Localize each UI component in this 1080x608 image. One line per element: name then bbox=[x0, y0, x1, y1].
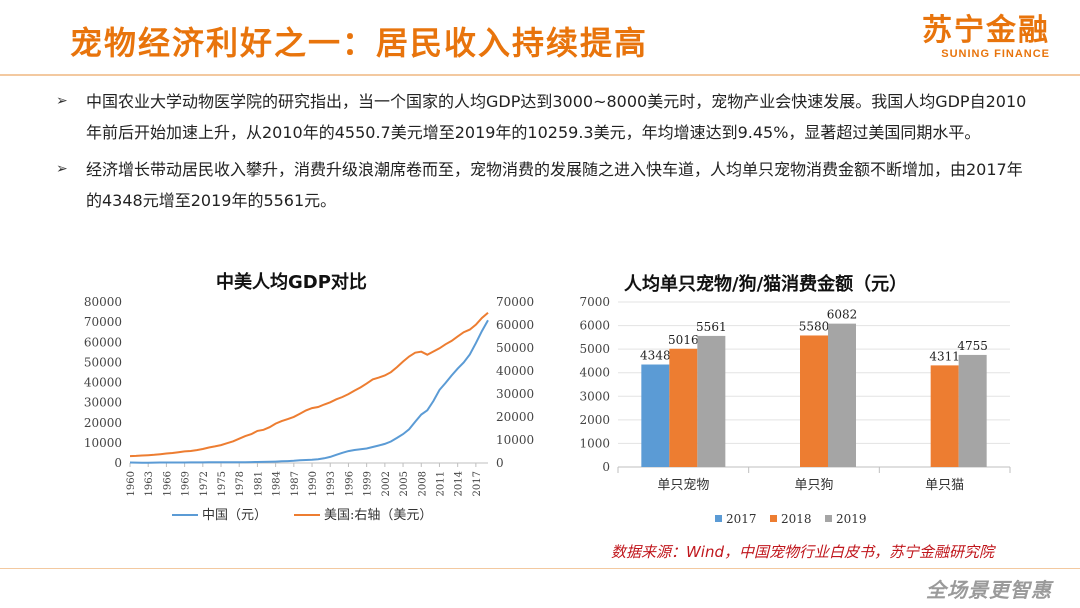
y-right-tick-label: 20000 bbox=[496, 410, 534, 424]
bullet-arrow-icon: ➢ bbox=[56, 161, 68, 177]
x-tick-label: 1990 bbox=[308, 471, 319, 496]
legend-swatch bbox=[770, 515, 777, 522]
bar-value-label: 4755 bbox=[957, 339, 988, 353]
brand-logo: 苏宁金融 SUNING FINANCE bbox=[922, 13, 1050, 61]
bullet-list: ➢ 中国农业大学动物医学院的研究指出，当一个国家的人均GDP达到3000~800… bbox=[48, 86, 1038, 222]
bar-value-label: 6082 bbox=[827, 308, 858, 322]
y-left-tick-label: 60000 bbox=[84, 335, 122, 349]
x-tick-label: 1963 bbox=[144, 471, 155, 496]
y-right-tick-label: 50000 bbox=[496, 341, 534, 355]
y-right-tick-label: 70000 bbox=[496, 295, 534, 309]
y-left-tick-label: 50000 bbox=[84, 355, 122, 369]
y-tick-label: 2000 bbox=[579, 413, 610, 427]
x-tick-label: 1960 bbox=[126, 471, 137, 496]
category-label: 单只猫 bbox=[925, 478, 964, 493]
bullet-text: 经济增长带动居民收入攀升，消费升级浪潮席卷而至，宠物消费的发展随之进入快车道，人… bbox=[86, 160, 1023, 210]
legend-swatch bbox=[715, 515, 722, 522]
legend-label: 美国:右轴（美元） bbox=[324, 508, 432, 523]
data-source-note: 数据来源：Wind，中国宠物行业白皮书，苏宁金融研究院 bbox=[610, 543, 994, 561]
y-left-tick-label: 10000 bbox=[84, 436, 122, 450]
bar bbox=[828, 323, 856, 467]
bar bbox=[641, 364, 670, 467]
y-tick-label: 7000 bbox=[579, 295, 610, 309]
us-gdp-line bbox=[129, 312, 489, 458]
bar-value-label: 5561 bbox=[696, 320, 727, 334]
x-tick-label: 1996 bbox=[344, 471, 355, 496]
x-tick-label: 2005 bbox=[399, 471, 410, 496]
y-tick-label: 3000 bbox=[579, 389, 610, 403]
y-left-tick-label: 0 bbox=[114, 456, 122, 470]
x-tick-label: 2002 bbox=[381, 471, 392, 496]
footer-slogan: 全场景更智惠 bbox=[926, 578, 1052, 602]
y-left-tick-label: 40000 bbox=[84, 376, 122, 390]
y-tick-label: 5000 bbox=[579, 342, 610, 356]
y-left-tick-label: 20000 bbox=[84, 416, 122, 430]
bullet-item: ➢ 中国农业大学动物医学院的研究指出，当一个国家的人均GDP达到3000~800… bbox=[48, 86, 1038, 148]
logo-chinese-text: 苏宁金融 bbox=[922, 13, 1050, 48]
bar-value-label: 4348 bbox=[640, 349, 671, 363]
y-right-tick-label: 10000 bbox=[496, 433, 534, 447]
gdp-chart-title: 中美人均GDP对比 bbox=[216, 272, 367, 293]
y-tick-label: 0 bbox=[602, 460, 610, 474]
y-left-tick-label: 30000 bbox=[84, 396, 122, 410]
bar-value-label: 4311 bbox=[929, 349, 960, 363]
legend-label: 中国（元） bbox=[202, 508, 267, 523]
y-right-tick-label: 0 bbox=[496, 456, 504, 470]
x-tick-label: 2011 bbox=[435, 471, 446, 496]
bar bbox=[800, 335, 828, 467]
bar bbox=[958, 354, 987, 467]
footer-divider bbox=[0, 568, 1080, 569]
x-tick-label: 1981 bbox=[253, 471, 264, 496]
y-tick-label: 1000 bbox=[579, 436, 610, 450]
bar bbox=[669, 348, 698, 467]
header-divider bbox=[0, 74, 1080, 76]
logo-english-text: SUNING FINANCE bbox=[941, 48, 1050, 60]
category-label: 单只狗 bbox=[794, 478, 833, 493]
bullet-arrow-icon: ➢ bbox=[56, 93, 68, 109]
bar-value-label: 5016 bbox=[668, 333, 699, 347]
bar-value-label: 5580 bbox=[799, 319, 830, 333]
x-tick-label: 2014 bbox=[454, 471, 465, 496]
y-tick-label: 6000 bbox=[579, 319, 610, 333]
x-tick-label: 1999 bbox=[363, 471, 374, 496]
legend-label: 2018 bbox=[781, 512, 812, 526]
legend-swatch bbox=[825, 515, 832, 522]
x-tick-label: 1987 bbox=[290, 471, 301, 496]
y-left-tick-label: 70000 bbox=[84, 315, 122, 329]
x-tick-label: 1984 bbox=[272, 471, 283, 496]
bar bbox=[697, 335, 726, 467]
x-tick-label: 1969 bbox=[181, 471, 192, 496]
x-tick-label: 2008 bbox=[417, 471, 428, 496]
y-right-tick-label: 60000 bbox=[496, 318, 534, 332]
y-right-tick-label: 40000 bbox=[496, 364, 534, 378]
legend-label: 2019 bbox=[836, 512, 867, 526]
bullet-text: 中国农业大学动物医学院的研究指出，当一个国家的人均GDP达到3000~8000美… bbox=[86, 92, 1027, 142]
x-tick-label: 2017 bbox=[472, 471, 483, 496]
x-tick-label: 1972 bbox=[199, 471, 210, 496]
china-gdp-line bbox=[129, 319, 489, 464]
x-tick-label: 1975 bbox=[217, 471, 228, 496]
y-right-tick-label: 30000 bbox=[496, 387, 534, 401]
legend-label: 2017 bbox=[726, 512, 757, 526]
pet-spending-chart-title: 人均单只宠物/狗/猫消费金额（元） bbox=[624, 274, 908, 295]
bar bbox=[930, 365, 959, 467]
x-tick-label: 1966 bbox=[162, 471, 173, 496]
category-label: 单只宠物 bbox=[657, 477, 709, 493]
x-tick-label: 1993 bbox=[326, 471, 337, 496]
y-left-tick-label: 80000 bbox=[84, 295, 122, 309]
header: 宠物经济利好之一：居民收入持续提高 苏宁金融 SUNING FINANCE bbox=[0, 0, 1080, 80]
page-title: 宠物经济利好之一：居民收入持续提高 bbox=[70, 24, 649, 62]
bullet-item: ➢ 经济增长带动居民收入攀升，消费升级浪潮席卷而至，宠物消费的发展随之进入快车道… bbox=[48, 154, 1038, 216]
pet-spending-chart: 0 1000 2000 3000 4000 5000 6000 7000 单只宠物 4348 501… bbox=[579, 295, 1011, 526]
x-tick-label: 1978 bbox=[235, 471, 246, 496]
gdp-comparison-chart: 0 10000 20000 30000 40000 50000 60000 70000 8000… bbox=[84, 295, 534, 523]
y-tick-label: 4000 bbox=[579, 366, 610, 380]
